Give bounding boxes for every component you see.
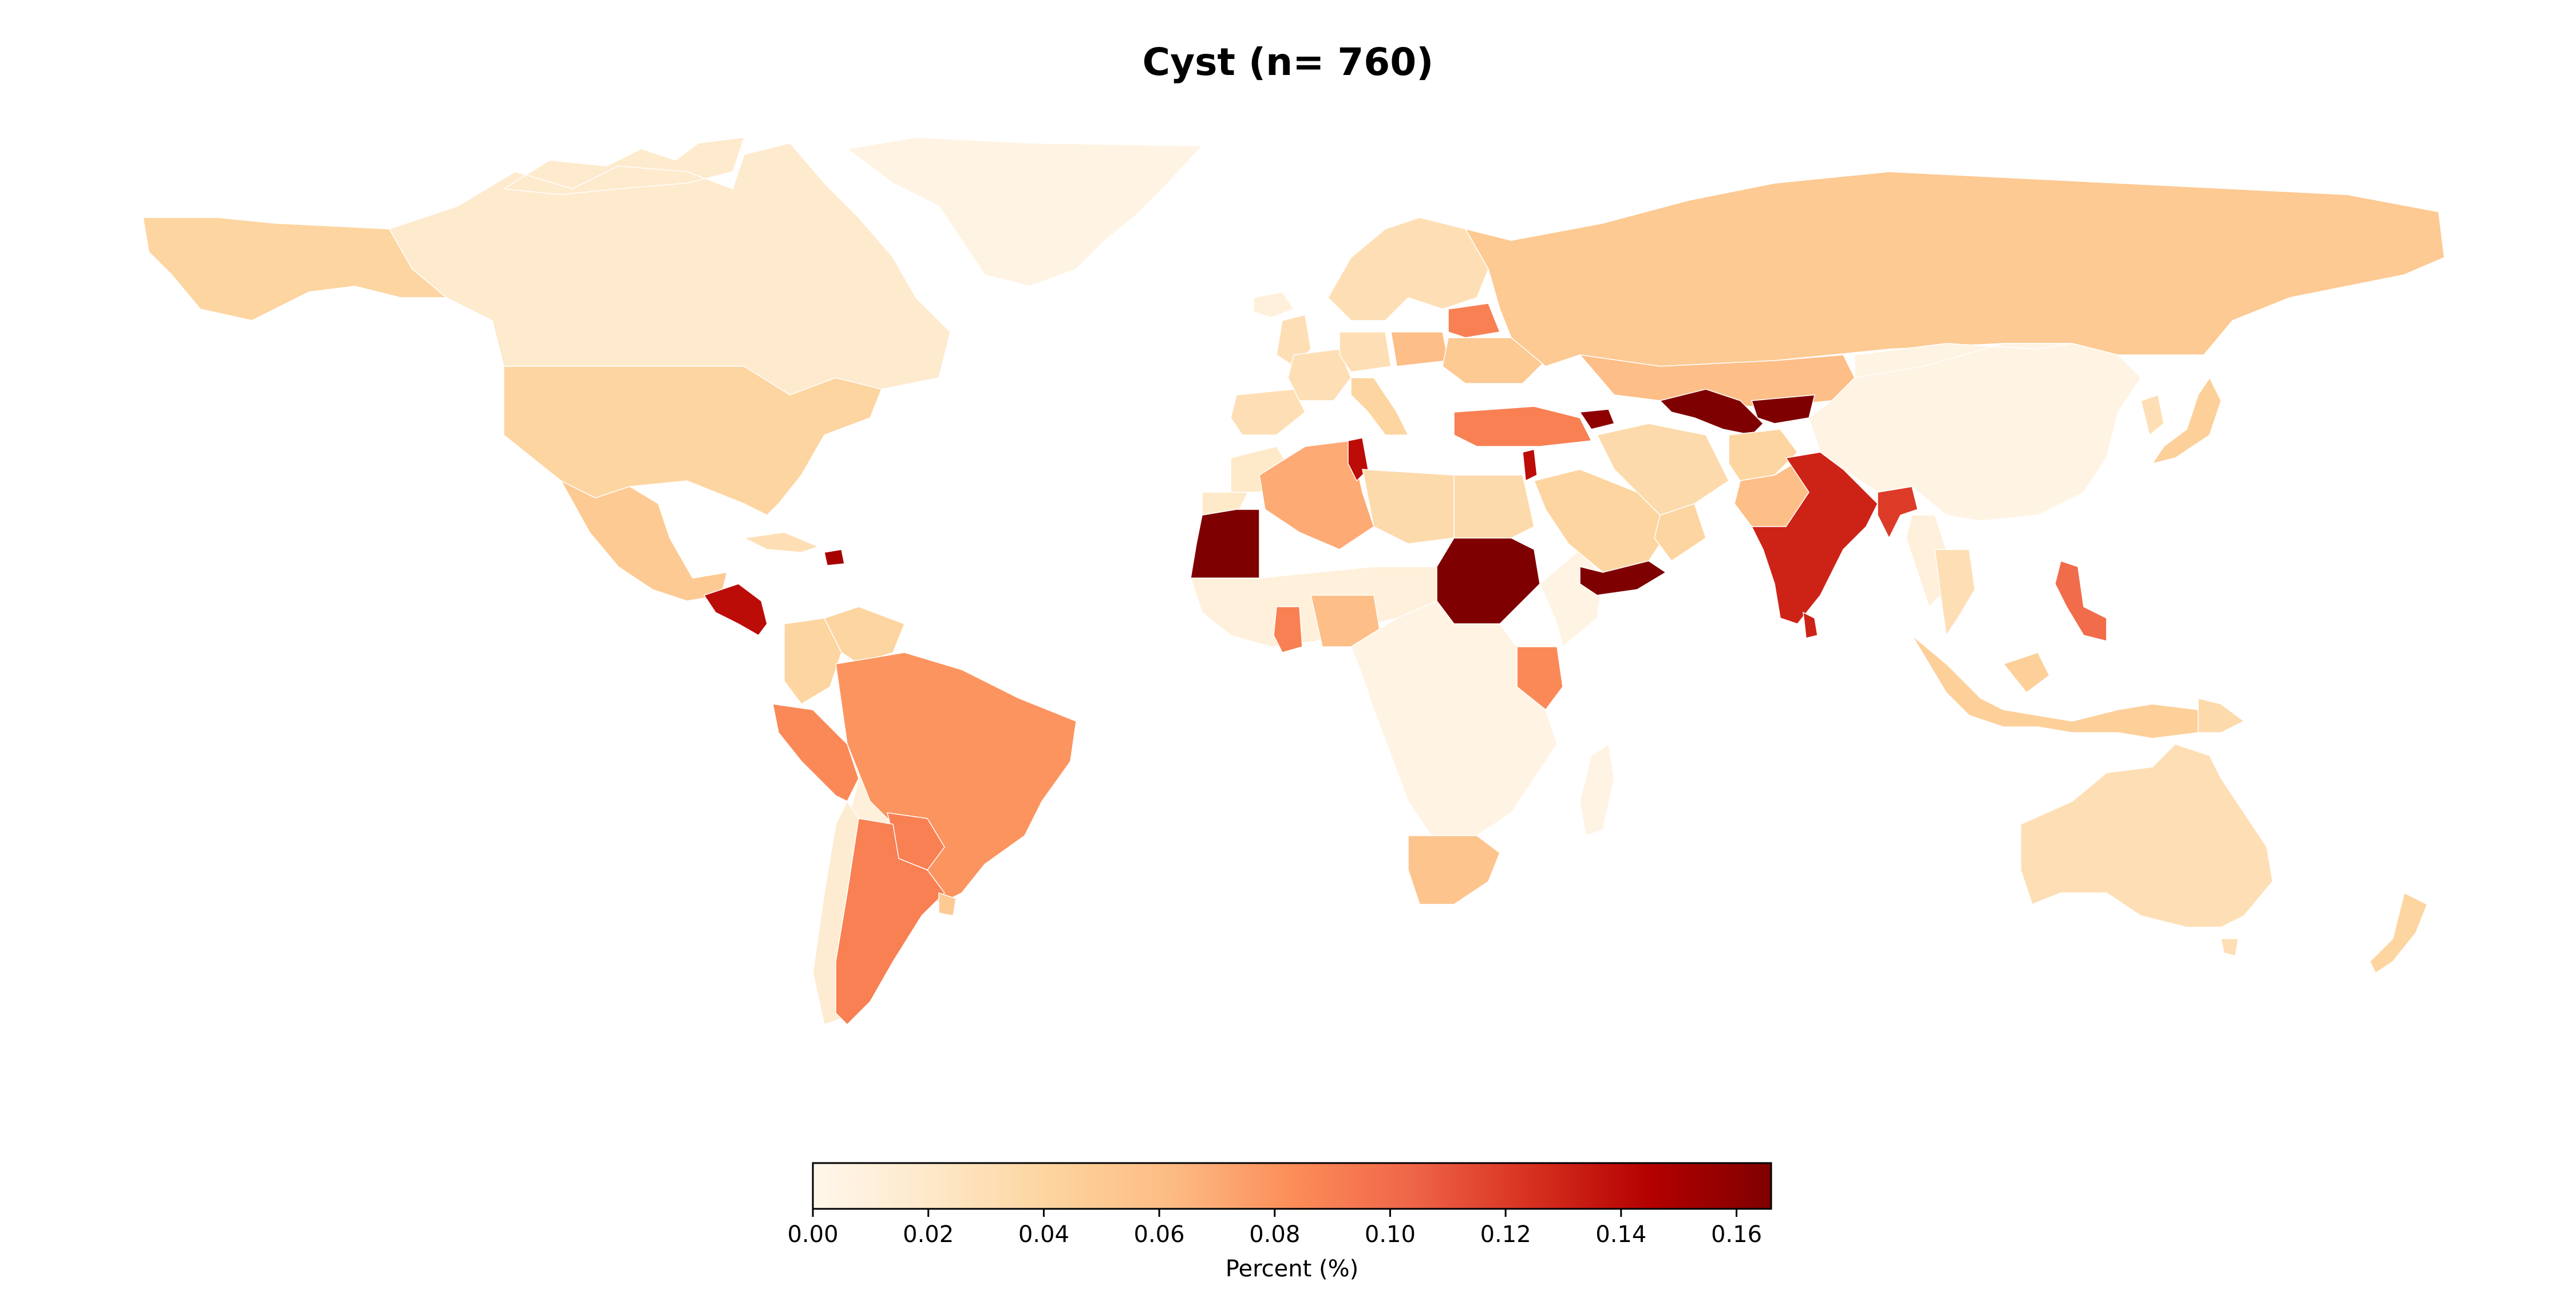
country-united-states <box>503 366 883 516</box>
country-israel <box>1522 449 1538 482</box>
land-layer <box>143 137 2445 1026</box>
country-iran <box>1596 423 1729 516</box>
country-libya <box>1362 469 1455 544</box>
country-sri-lanka <box>1803 611 1818 639</box>
country-mexico <box>560 480 728 602</box>
colorbar-tick-label: 0.10 <box>1365 1221 1416 1248</box>
country-australia <box>2020 744 2273 956</box>
country-madagascar <box>1579 743 1615 836</box>
country-mauritania <box>1190 509 1260 579</box>
country-belarus <box>1448 303 1501 338</box>
country-alaska <box>143 217 448 321</box>
country-argentina <box>835 818 945 1026</box>
country-mongolia <box>1854 343 2073 378</box>
map-title: Cyst (n= 760) <box>1142 40 1434 84</box>
colorbar-label: Percent (%) <box>1226 1256 1358 1282</box>
country-spain <box>1230 389 1306 436</box>
country-myanmar <box>1906 515 1947 608</box>
country-south-africa <box>1408 835 1500 905</box>
country-guatemala <box>703 583 768 636</box>
country-poland <box>1390 331 1449 367</box>
colorbar-tick-label: 0.02 <box>903 1221 954 1248</box>
colorbar-tick-label: 0.12 <box>1480 1221 1531 1248</box>
country-india <box>1751 452 1878 624</box>
colorbar-tick-label: 0.08 <box>1249 1221 1300 1248</box>
colorbar-tick-label: 0.16 <box>1711 1221 1762 1248</box>
country-new-zealand <box>2369 892 2428 974</box>
country-turkey <box>1453 406 1593 447</box>
country-canada <box>388 137 951 396</box>
country-iceland <box>1253 291 1295 318</box>
country-kyrgyzstan <box>1751 394 1815 424</box>
country-germany <box>1339 331 1392 373</box>
country-azerbaijan <box>1579 409 1615 430</box>
country-japan <box>2151 377 2222 465</box>
country-korea <box>2140 394 2164 436</box>
country-philippines <box>2055 560 2107 642</box>
colorbar-tick-label: 0.00 <box>787 1221 838 1248</box>
country-scandinavia <box>1327 217 1489 321</box>
country-venezuela <box>823 606 905 665</box>
colorbar-gradient <box>812 1162 1772 1210</box>
country-italy <box>1350 377 1409 436</box>
country-cuba <box>742 532 820 553</box>
colorbar-tick-label: 0.06 <box>1134 1221 1185 1248</box>
colorbar: 0.00 0.02 0.04 0.06 0.08 0.10 0.12 0.14 0.16 Per… <box>787 1162 1772 1282</box>
colorbar-ticks: 0.00 0.02 0.04 0.06 0.08 0.10 0.12 0.14 0.16 <box>787 1209 1762 1248</box>
country-egypt <box>1453 474 1535 539</box>
country-greenland <box>846 137 1203 287</box>
country-papua-new-guinea <box>2198 698 2245 733</box>
country-sudan <box>1436 537 1540 624</box>
colorbar-tick-label: 0.04 <box>1018 1221 1069 1248</box>
country-uruguay <box>938 892 957 916</box>
country-yemen <box>1579 560 1667 596</box>
country-dominican-republic <box>824 549 845 566</box>
country-ghana <box>1273 606 1303 653</box>
country-russia <box>1464 171 2445 367</box>
country-thailand <box>1934 549 1976 637</box>
colorbar-tick-label: 0.14 <box>1595 1221 1646 1248</box>
country-indonesia <box>1911 635 2199 739</box>
